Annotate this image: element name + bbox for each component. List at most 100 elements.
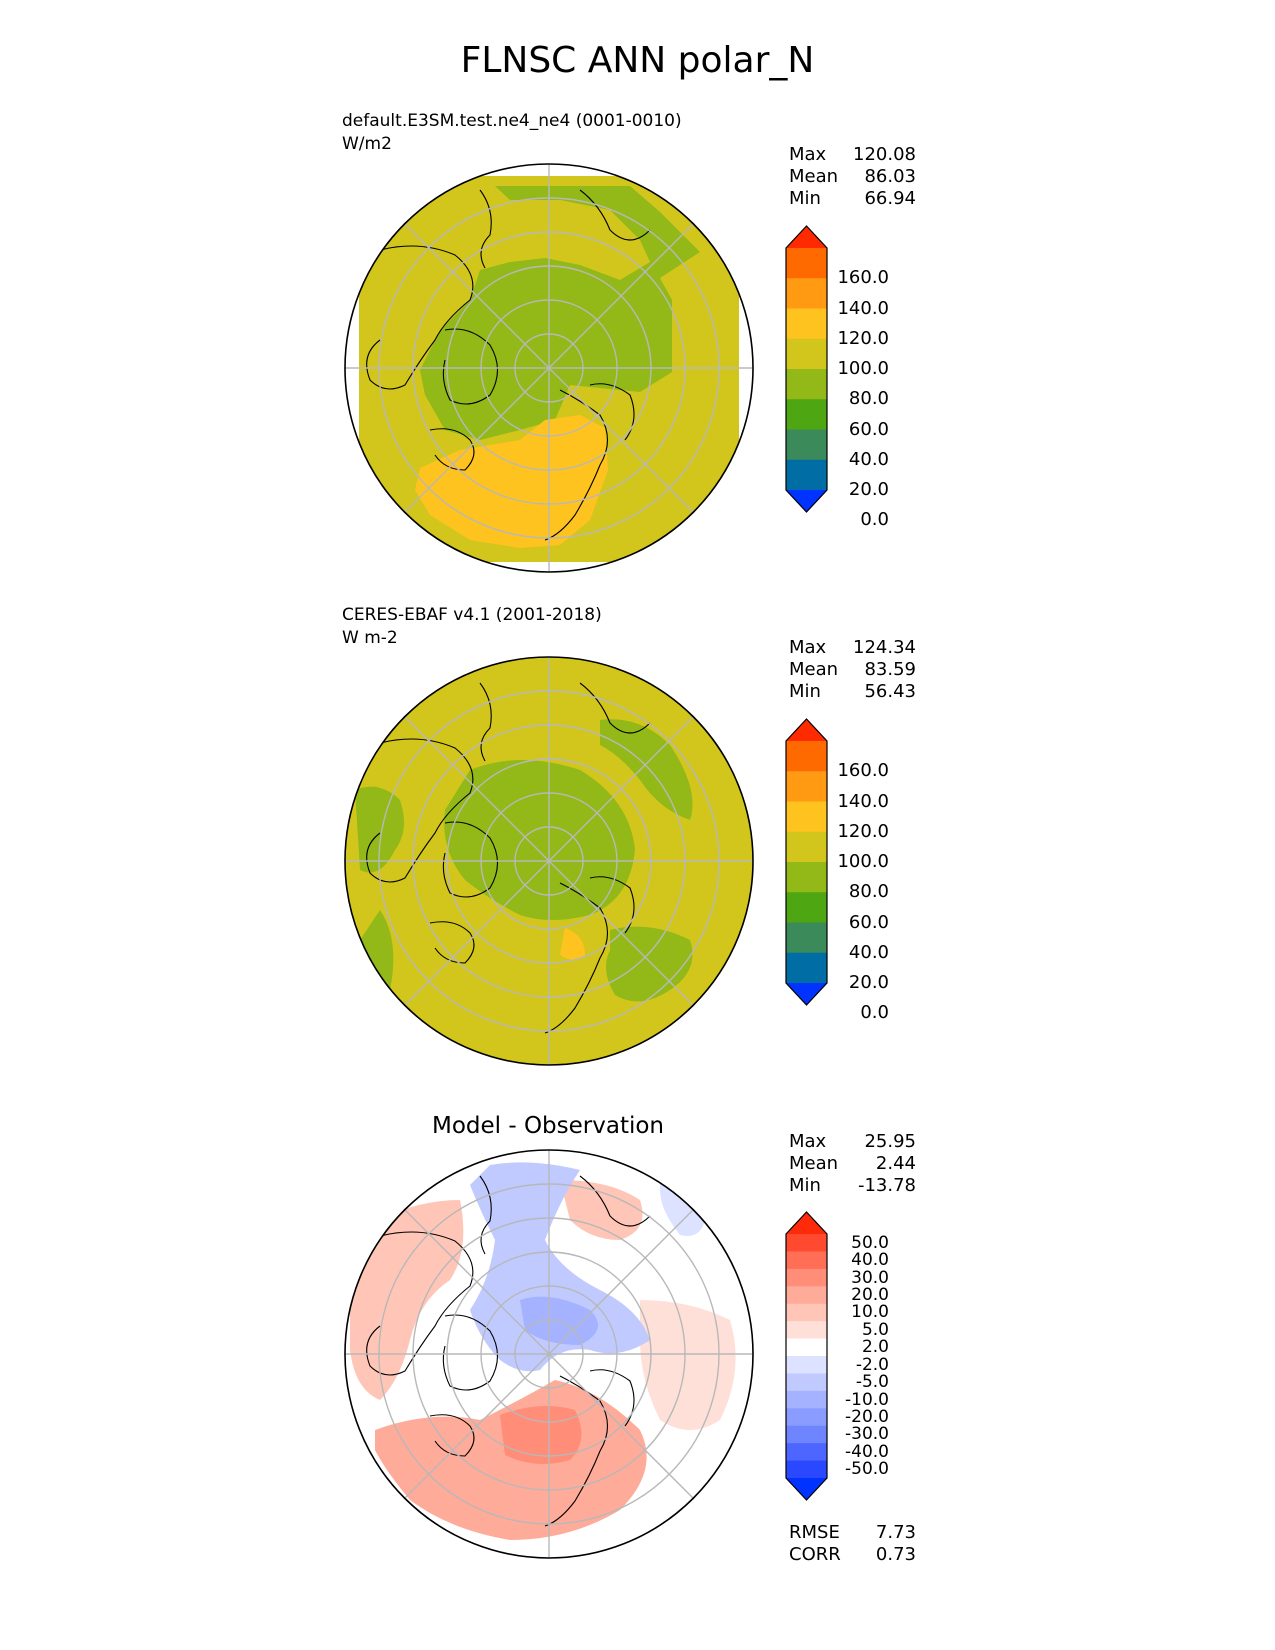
colorbar-tick-label: 5.0	[861, 1319, 889, 1340]
reference-panel-label: CERES-EBAF v4.1 (2001-2018)	[342, 605, 602, 625]
map-boundary	[344, 163, 754, 573]
colorbar-tick-label: 40.0	[848, 448, 889, 470]
max-label: Max	[789, 637, 827, 658]
field-60-80-central	[444, 760, 635, 920]
test-stats: Max 120.08 Mean 86.03 Min 66.94	[789, 144, 916, 210]
max-label: Max	[789, 144, 827, 165]
rmse-label: RMSE	[789, 1522, 840, 1543]
figure-title: FLNSC ANN polar_N	[460, 40, 815, 81]
colorbar-extend-min	[786, 983, 827, 1005]
colorbar-segment	[786, 1251, 827, 1270]
colorbar-segment	[786, 369, 827, 400]
colorbar-segment	[786, 1268, 827, 1287]
colorbar-outline	[785, 225, 828, 513]
colorbar-segment	[786, 862, 827, 893]
colorbar-segment	[786, 952, 827, 984]
colorbar-segment	[786, 892, 827, 923]
colorbar-tick-label: 160.0	[837, 267, 889, 289]
colorbar-segment	[786, 338, 827, 370]
colorbar-tick-label: -20.0	[845, 1407, 889, 1427]
colorbar-tick-label: -50.0	[845, 1459, 889, 1480]
colorbar-tick-label: -40.0	[845, 1441, 889, 1462]
max-value: 25.95	[864, 1131, 916, 1152]
mean-label: Mean	[789, 1153, 839, 1174]
colorbar-tick-label: 40.0	[848, 941, 889, 963]
colorbar-tick-label: 2.0	[861, 1337, 889, 1358]
rmse-value: 7.73	[875, 1522, 916, 1543]
field-60-80	[420, 186, 700, 440]
min-label: Min	[789, 681, 821, 702]
colorbar-segment	[786, 1356, 827, 1374]
mean-value: 2.44	[875, 1153, 916, 1174]
field-60-80-southwest	[360, 910, 394, 990]
test-panel-label: default.E3SM.test.ne4_ne4 (0001-0010)	[342, 111, 682, 131]
min-label: Min	[789, 188, 821, 209]
colorbar-segment	[786, 399, 827, 430]
colorbar-tick-label: 10.0	[851, 1302, 889, 1323]
colorbar-tick-label: 100.0	[837, 358, 889, 379]
field-100-120	[560, 928, 585, 960]
colorbar-tick-label: 80.0	[848, 881, 889, 903]
coastlines	[366, 682, 651, 1034]
colorbar-segment	[786, 831, 827, 863]
colorbar-tick-label: 40.0	[851, 1250, 889, 1271]
colorbar-outline	[785, 1211, 828, 1501]
colorbar-segment	[786, 1408, 827, 1427]
colorbar-tick-label: 60.0	[848, 418, 889, 440]
colorbar-segment	[786, 248, 827, 279]
colorbar-extend-max	[786, 719, 827, 741]
test-colorbar	[785, 225, 828, 513]
graticule	[345, 657, 753, 1065]
colorbar-segment	[786, 1286, 827, 1305]
colorbar-segment	[786, 1425, 827, 1444]
mean-label: Mean	[789, 166, 839, 187]
min-value: 56.43	[864, 681, 916, 702]
difference-stats: Max 25.95 Mean 2.44 Min -13.78	[789, 1131, 916, 1197]
colorbar-tick-label: 30.0	[851, 1267, 889, 1288]
colorbar-tick-label: 140.0	[837, 790, 889, 812]
min-value: -13.78	[857, 1175, 916, 1196]
colorbar-extend-min	[786, 1478, 827, 1500]
diff-positive-east	[640, 1300, 736, 1430]
colorbar-tick-label: -2.0	[855, 1354, 889, 1375]
diff-negative-northeast	[660, 1180, 705, 1236]
colorbar-segment	[786, 1390, 827, 1409]
difference-polar-map	[344, 1149, 754, 1559]
mean-label: Mean	[789, 659, 839, 680]
min-label: Min	[789, 1175, 821, 1196]
mean-value: 86.03	[864, 166, 916, 187]
difference-colorbar	[785, 1211, 828, 1501]
colorbar-tick-label: 120.0	[837, 327, 889, 349]
colorbar-segment	[786, 1373, 827, 1392]
colorbar-tick-label: -5.0	[855, 1372, 889, 1393]
colorbar-segment	[786, 741, 827, 772]
colorbar-tick-label: 60.0	[848, 911, 889, 933]
colorbar-segment	[786, 278, 827, 309]
field-60-80-east	[600, 719, 693, 820]
colorbar-segment	[786, 1321, 827, 1340]
mean-value: 83.59	[864, 659, 916, 680]
test-polar-map	[344, 163, 754, 573]
colorbar-tick-label: 20.0	[851, 1285, 889, 1305]
map-boundary	[344, 1149, 754, 1559]
graticule	[345, 164, 753, 572]
colorbar-segment	[786, 459, 827, 491]
diff-positive-north	[560, 1180, 643, 1240]
min-value: 66.94	[864, 188, 916, 209]
colorbar-outline	[785, 718, 828, 1006]
colorbar-extend-min	[786, 490, 827, 512]
reference-polar-map	[344, 656, 754, 1066]
colorbar-tick-label: 0.0	[860, 1002, 889, 1024]
reference-panel-units: W m-2	[342, 628, 398, 648]
colorbar-tick-label: 140.0	[837, 297, 889, 319]
colorbar-tick-label: 80.0	[848, 388, 889, 410]
difference-panel-title: Model - Observation	[431, 1113, 665, 1139]
colorbar-tick-label: 50.0	[851, 1232, 889, 1253]
colorbar-tick-label: 120.0	[837, 820, 889, 842]
colorbar-tick-label: 160.0	[837, 760, 889, 782]
difference-metrics: RMSE 7.73 CORR 0.73	[789, 1522, 916, 1566]
colorbar-extend-max	[786, 1212, 827, 1234]
coastlines	[366, 1175, 651, 1527]
colorbar-segment	[786, 922, 827, 954]
